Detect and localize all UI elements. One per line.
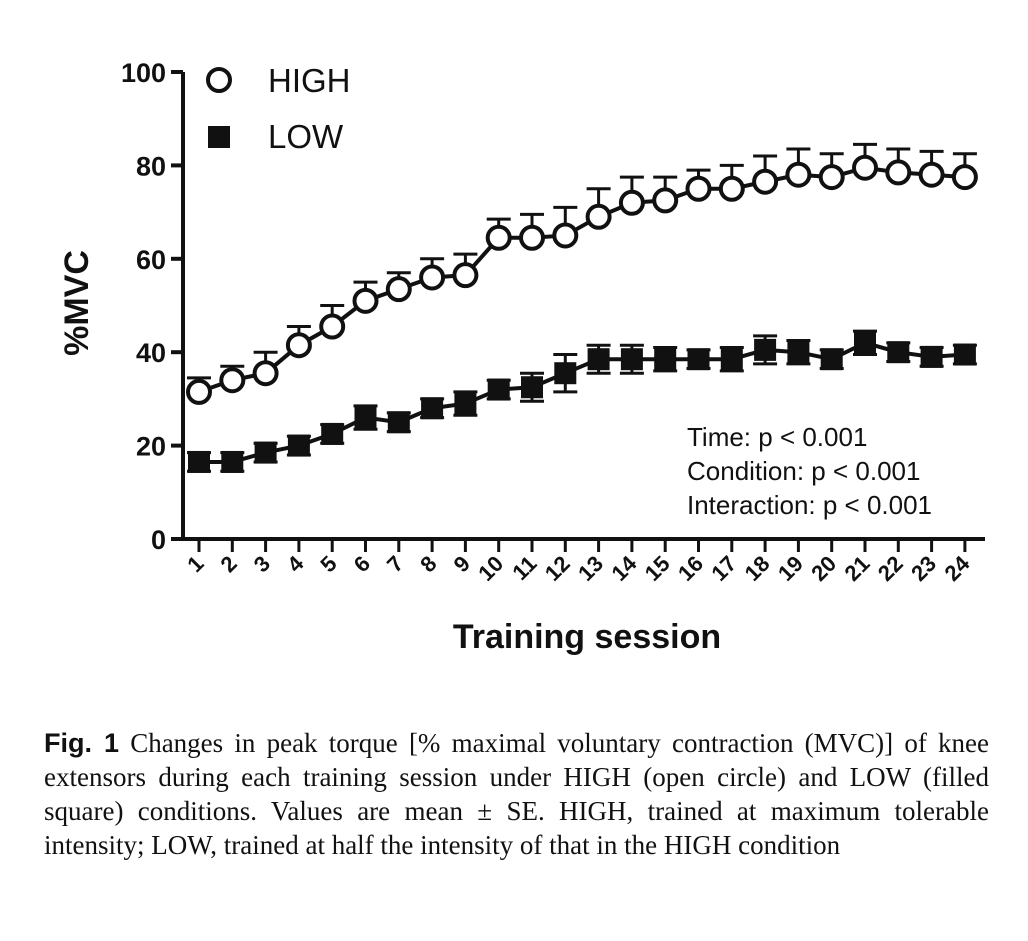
legend-marker-high — [206, 67, 232, 93]
data-point-high — [818, 164, 845, 191]
y-axis-label: %MVC — [58, 250, 96, 356]
data-point-high — [552, 222, 579, 249]
stats-condition: Condition: p < 0.001 — [687, 456, 920, 486]
series-line-high — [198, 165, 966, 394]
data-point-low — [754, 338, 777, 361]
data-point-low — [787, 341, 810, 364]
stats-time: Time: p < 0.001 — [687, 422, 867, 452]
data-point-low — [221, 450, 244, 473]
x-tick-label: 7 — [382, 551, 408, 577]
y-tick-label: 0 — [151, 525, 166, 555]
x-tick-label: 24 — [939, 550, 975, 586]
x-tick-label: 22 — [873, 551, 908, 586]
data-point-high — [685, 175, 712, 202]
data-point-high — [252, 360, 279, 387]
data-point-high — [585, 203, 612, 230]
x-tick-label: 8 — [415, 551, 441, 577]
data-point-high — [885, 159, 912, 186]
data-point-low — [521, 376, 543, 399]
data-point-high — [285, 332, 312, 359]
x-tick-label: 11 — [507, 551, 541, 585]
x-tick-label: 23 — [906, 551, 941, 586]
data-point-low — [720, 348, 743, 371]
data-point-high — [385, 276, 412, 303]
data-point-low — [421, 397, 444, 420]
data-point-high — [352, 287, 379, 314]
data-point-low — [321, 422, 344, 445]
y-tick-label: 80 — [136, 151, 166, 181]
data-point-low — [854, 331, 876, 354]
data-point-low — [920, 345, 943, 368]
x-tick-label: 20 — [806, 551, 841, 586]
data-point-low — [953, 343, 976, 366]
caption-text: Changes in peak torque [% maximal volunt… — [44, 728, 990, 860]
data-point-high — [519, 224, 545, 251]
y-tick-label: 40 — [136, 338, 166, 368]
data-point-high — [951, 164, 978, 191]
y-tick-label: 20 — [136, 432, 166, 462]
legend-label-low: LOW — [268, 118, 344, 155]
x-tick-label: 6 — [349, 551, 375, 577]
data-point-low — [887, 341, 910, 364]
data-point-low — [287, 434, 310, 457]
figure-caption: Fig. 1 Changes in peak torque [% maximal… — [44, 726, 989, 862]
data-point-high — [219, 367, 246, 394]
x-tick-label: 1 — [182, 551, 208, 577]
data-point-high — [718, 175, 745, 202]
x-tick-label: 14 — [606, 550, 642, 586]
data-point-high — [618, 189, 645, 216]
legend: HIGH LOW — [206, 62, 351, 155]
data-point-high — [186, 378, 212, 405]
data-point-high — [752, 168, 779, 195]
x-tick-label: 12 — [540, 551, 575, 586]
data-point-low — [487, 378, 510, 401]
data-point-low — [454, 392, 477, 415]
data-point-low — [820, 348, 843, 371]
x-tick-label: 16 — [673, 551, 708, 586]
data-point-high — [452, 262, 479, 289]
x-tick-label: 18 — [740, 551, 775, 586]
y-tick-label: 60 — [136, 245, 166, 275]
x-tick-label: 21 — [840, 551, 875, 586]
data-point-low — [254, 441, 277, 464]
stats-annotation: Time: p < 0.001 Condition: p < 0.001 Int… — [687, 422, 932, 520]
x-tick-label: 13 — [573, 551, 608, 586]
data-point-low — [554, 362, 577, 385]
legend-label-high: HIGH — [268, 62, 351, 99]
data-point-low — [687, 348, 710, 371]
x-tick-label: 2 — [215, 551, 241, 577]
data-point-low — [354, 406, 377, 429]
data-point-high — [419, 264, 446, 291]
data-point-low — [387, 411, 410, 434]
x-tick-label: 19 — [773, 551, 808, 586]
series-markers — [186, 154, 978, 473]
data-point-low — [188, 450, 210, 473]
y-tick-label: 100 — [121, 58, 166, 88]
x-tick-label: 9 — [449, 551, 475, 577]
data-point-low — [654, 348, 677, 371]
x-tick-label: 3 — [249, 551, 275, 577]
x-tick-label: 17 — [706, 551, 741, 586]
data-point-high — [319, 313, 346, 340]
data-point-high — [852, 154, 878, 181]
data-point-high — [785, 161, 812, 188]
data-point-low — [587, 348, 610, 371]
data-point-high — [485, 224, 512, 251]
x-tick-label: 15 — [640, 551, 675, 586]
data-point-high — [652, 187, 679, 214]
data-point-low — [620, 348, 643, 371]
x-tick-label: 4 — [282, 550, 309, 577]
stats-interaction: Interaction: p < 0.001 — [687, 490, 932, 520]
caption-label: Fig. 1 — [44, 728, 119, 758]
x-axis-label: Training session — [453, 618, 721, 656]
x-tick-label: 10 — [473, 551, 508, 586]
series-lines — [198, 165, 966, 464]
data-point-high — [918, 161, 945, 188]
legend-marker-low — [208, 126, 230, 148]
x-tick-label: 5 — [315, 551, 341, 577]
